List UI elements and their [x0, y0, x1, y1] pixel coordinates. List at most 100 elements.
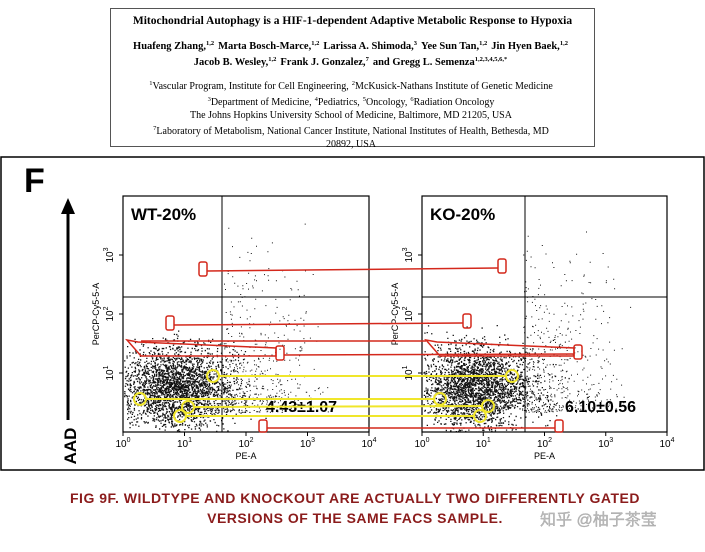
- tick-exponent: 3: [402, 247, 409, 251]
- author-name: and Gregg L. Semenza: [372, 57, 475, 68]
- authors: Huafeng Zhang,1,2 Marta Bosch-Marce,1,2 La…: [111, 37, 594, 69]
- event-circle: [133, 392, 147, 406]
- affiliation-text: Pediatrics,: [317, 97, 360, 108]
- affiliation-number: 1: [149, 80, 153, 87]
- affiliation-number: 4: [314, 96, 318, 103]
- tick-base: 10: [361, 439, 373, 450]
- affiliation: 5Oncology,: [362, 96, 408, 108]
- gate-box: [554, 419, 564, 433]
- tick-base: 10: [404, 251, 415, 263]
- author-affiliation: 1,2: [479, 40, 488, 47]
- author-affiliation: 1,2,3,4,5,6,*: [474, 56, 508, 63]
- author-name: Frank J. Gonzalez,: [280, 57, 366, 68]
- affiliation: 1Vascular Program, Institute for Cell En…: [149, 80, 349, 92]
- tick-label: 102: [402, 306, 415, 321]
- tick-label: 101: [103, 365, 116, 380]
- y-axis-label: PerCP-Cy5-5-A: [390, 283, 400, 346]
- affiliations: 1Vascular Program, Institute for Cell En…: [111, 77, 594, 151]
- affiliation-number: 2: [351, 80, 356, 87]
- tick-base: 10: [300, 439, 312, 450]
- affiliation-text: Radiation Oncology: [413, 97, 495, 108]
- tick-label: 100: [414, 437, 429, 450]
- event-circle: [433, 392, 447, 406]
- tick-label: 102: [537, 437, 552, 450]
- author-affiliation: 1,2: [559, 40, 568, 47]
- tick-label: 101: [476, 437, 491, 450]
- tick-exponent: 1: [188, 437, 192, 444]
- caption-line: VERSIONS OF THE SAME FACS SAMPLE.: [207, 510, 503, 526]
- affiliation: 6Radiation Oncology: [410, 96, 495, 108]
- affiliation-text: Vascular Program, Institute for Cell Eng…: [152, 81, 349, 92]
- author-name: Yee Sun Tan,: [421, 41, 480, 52]
- affiliation-number: 5: [362, 96, 367, 103]
- affiliation-line: 1Vascular Program, Institute for Cell En…: [111, 77, 594, 93]
- event-circle: [181, 400, 195, 414]
- tick-label: 101: [177, 437, 192, 450]
- tick-base: 10: [414, 439, 426, 450]
- gate-box: [497, 258, 507, 274]
- tick-base: 10: [537, 439, 549, 450]
- affiliation: 2McKusick-Nathans Institute of Genetic M…: [351, 80, 553, 92]
- tick-base: 10: [177, 439, 189, 450]
- tick-base: 10: [476, 439, 488, 450]
- gate-box: [424, 338, 575, 357]
- affiliation-line: 3Department of Medicine, 4Pediatrics, 5Onc…: [111, 93, 594, 109]
- author-name: Jin Hyen Baek,: [491, 41, 560, 52]
- affiliation: 20892, USA: [326, 139, 376, 150]
- tick-base: 10: [598, 439, 610, 450]
- tick-exponent: 1: [402, 365, 409, 369]
- tick-label: 102: [238, 437, 253, 450]
- tick-label: 101: [402, 365, 415, 380]
- tick-exponent: 0: [127, 437, 131, 444]
- gate-box: [462, 313, 472, 329]
- affiliation-text: The Johns Hopkins University School of M…: [190, 110, 512, 121]
- panel-letter: F: [24, 162, 45, 200]
- author-affiliation: 1,2: [311, 40, 320, 47]
- affiliation-text: 20892, USA: [325, 139, 376, 150]
- gate-connector: [283, 353, 575, 356]
- tick-label: 104: [361, 437, 376, 450]
- author-name: Huafeng Zhang,: [133, 41, 206, 52]
- gate-box: [125, 338, 277, 357]
- tick-base: 10: [105, 310, 116, 322]
- author-affiliation: 1,2: [268, 56, 277, 63]
- caption-line: FIG 9F. WILDTYPE AND KNOCKOUT ARE ACTUAL…: [70, 490, 640, 506]
- affiliation-text: Laboratory of Metabolism, National Cance…: [156, 126, 549, 137]
- affiliation-line: 20892, USA: [111, 138, 594, 151]
- tick-label: 104: [659, 437, 674, 450]
- event-circle: [481, 399, 495, 413]
- affiliation-number: 6: [410, 96, 414, 103]
- x-axis-label: PE-A: [235, 451, 256, 461]
- event-connector: [193, 405, 483, 408]
- x-axis-label: PE-A: [534, 451, 555, 461]
- tick-label: 103: [402, 247, 415, 262]
- author-line: Huafeng Zhang,1,2 Marta Bosch-Marce,1,2 La…: [111, 37, 594, 53]
- affiliation: The Johns Hopkins University School of M…: [190, 110, 512, 121]
- author-name: Marta Bosch-Marce,: [218, 41, 312, 52]
- event-circle: [206, 369, 220, 383]
- affiliation-line: 7Laboratory of Metabolism, National Canc…: [111, 122, 594, 138]
- tick-exponent: 1: [103, 365, 110, 369]
- gate-connector: [173, 322, 464, 326]
- tick-exponent: 2: [250, 437, 254, 444]
- tick-exponent: 3: [103, 247, 110, 251]
- affiliation: 3Department of Medicine,: [207, 96, 312, 108]
- tick-label: 100: [115, 437, 130, 450]
- y-axis-title: AAD: [61, 428, 80, 465]
- affiliation: 7Laboratory of Metabolism, National Canc…: [153, 125, 549, 137]
- y-axis-label: PerCP-Cy5-5-A: [91, 283, 101, 346]
- paper-title: Mitochondrial Autophagy is a HIF-1-depen…: [132, 15, 573, 27]
- author-affiliation: 1,2: [205, 40, 215, 47]
- affiliation-number: 3: [207, 96, 211, 103]
- tick-exponent: 3: [311, 437, 315, 444]
- tick-base: 10: [659, 439, 671, 450]
- arrow-head: [61, 198, 75, 214]
- gate-box: [258, 419, 268, 433]
- figure-frame: [0, 156, 705, 471]
- affiliation-line: The Johns Hopkins University School of M…: [111, 109, 594, 122]
- gate-box: [198, 261, 208, 277]
- plot-label: WT-20%: [131, 205, 196, 224]
- tick-base: 10: [115, 439, 127, 450]
- tick-base: 10: [105, 369, 116, 381]
